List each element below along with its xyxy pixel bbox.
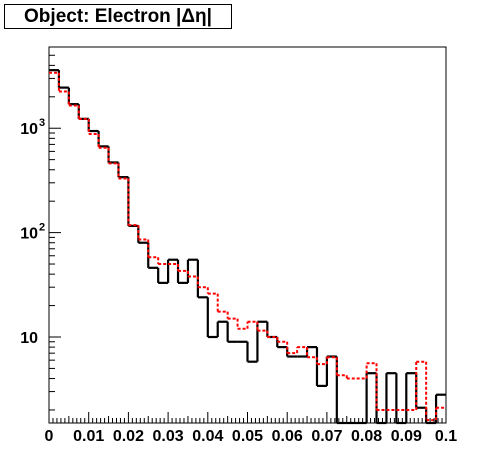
x-tick-label: 0.07 xyxy=(311,428,342,445)
chart-title-box: Object: Electron |Δη| xyxy=(4,4,232,29)
x-tick-label: 0.04 xyxy=(192,428,223,445)
series-1 xyxy=(49,69,446,425)
y-tick-exponent: 2 xyxy=(39,222,45,234)
y-tick-label: 10 xyxy=(20,330,38,347)
x-axis: 0 0.01 0.02 0.03 0.04 0.05 0.06 0.07 0.08 0.09 0.1 xyxy=(45,412,457,445)
x-tick-label: 0.02 xyxy=(113,428,144,445)
y-tick-label: 10 xyxy=(20,121,38,138)
y-tick-exponent: 3 xyxy=(39,117,45,129)
x-tick-label: 0.1 xyxy=(435,428,457,445)
series-layer xyxy=(49,69,446,425)
chart-title: Object: Electron |Δη| xyxy=(24,5,212,27)
x-tick-label: 0.06 xyxy=(272,428,303,445)
x-tick-label: 0.03 xyxy=(153,428,184,445)
y-tick-label: 10 xyxy=(20,226,38,243)
x-tick-label: 0.05 xyxy=(232,428,263,445)
x-tick-label: 0 xyxy=(45,428,54,445)
series-2 xyxy=(49,71,446,422)
plot-frame xyxy=(48,46,447,424)
x-tick-label: 0.09 xyxy=(391,428,422,445)
x-tick-label: 0.01 xyxy=(73,428,104,445)
x-tick-label: 0.08 xyxy=(351,428,382,445)
